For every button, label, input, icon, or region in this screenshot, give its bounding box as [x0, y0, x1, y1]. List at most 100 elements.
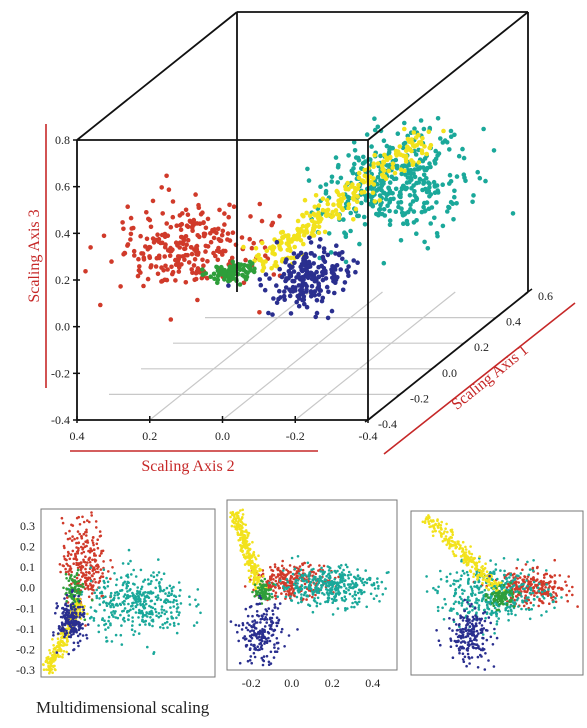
data-point: [347, 570, 351, 574]
data-point: [170, 587, 173, 590]
data-point: [271, 569, 275, 573]
data-point: [203, 225, 209, 231]
data-point: [188, 219, 193, 224]
data-point: [472, 627, 476, 631]
data-point: [398, 194, 403, 200]
data-point: [84, 573, 88, 577]
data-point: [91, 539, 94, 542]
data-point: [481, 572, 485, 576]
data-point: [270, 620, 273, 623]
data-point: [287, 586, 290, 589]
data-point: [541, 601, 545, 605]
data-point: [355, 601, 359, 605]
data-point: [460, 554, 463, 558]
data-point: [300, 587, 303, 590]
data-point: [256, 645, 260, 648]
data-point: [429, 519, 433, 522]
data-point: [463, 609, 467, 612]
data-point: [131, 620, 134, 623]
data-point: [270, 312, 275, 317]
data-point: [67, 611, 71, 615]
data-point: [67, 573, 71, 576]
data-point: [248, 542, 251, 546]
data-point: [152, 652, 155, 655]
data-point: [251, 590, 254, 594]
data-point: [401, 221, 406, 226]
data-point: [279, 274, 285, 280]
data-point: [106, 580, 110, 584]
data-point: [402, 168, 407, 173]
data-point: [553, 574, 557, 577]
data-point: [214, 230, 219, 236]
data-point: [491, 643, 495, 646]
data-point: [448, 609, 452, 612]
data-point: [490, 602, 494, 605]
data-point: [499, 569, 502, 572]
data-point: [537, 604, 540, 608]
data-point: [77, 594, 80, 598]
data-point: [62, 555, 66, 558]
data-point: [218, 272, 224, 277]
data-point: [245, 552, 248, 555]
data-point: [349, 184, 354, 189]
data-point: [251, 269, 257, 275]
data-point: [241, 508, 244, 512]
data-point: [434, 522, 437, 526]
data-point: [330, 571, 334, 574]
data-point: [549, 574, 552, 578]
data-point: [87, 595, 91, 599]
data-point: [396, 200, 401, 205]
axis3-tick-label: 0.4: [55, 226, 70, 240]
data-point: [504, 595, 507, 598]
panel-y-tick-label: -0.1: [16, 601, 35, 615]
data-point: [284, 595, 288, 599]
data-point: [343, 573, 347, 577]
data-point: [389, 174, 395, 180]
data-point: [281, 559, 285, 563]
data-point: [330, 579, 334, 583]
data-point: [361, 577, 365, 581]
data-point: [411, 183, 416, 188]
data-point: [493, 594, 497, 598]
data-point: [502, 602, 505, 606]
data-point: [316, 264, 321, 270]
data-point: [197, 234, 202, 240]
data-point: [201, 231, 207, 237]
data-point: [76, 608, 80, 611]
scatter-3d-plot: -0.4-0.20.00.20.40.60.80.4 0.2 0.0 -0.2 -0.4…: [26, 11, 576, 475]
data-point: [521, 587, 525, 590]
data-point: [258, 588, 262, 591]
data-point: [233, 521, 237, 525]
data-point: [148, 592, 151, 595]
data-point: [319, 570, 322, 573]
data-point: [292, 577, 295, 581]
data-point: [58, 563, 62, 566]
data-point: [231, 204, 237, 209]
data-point: [197, 603, 200, 606]
data-point: [393, 176, 399, 181]
data-point: [107, 570, 110, 573]
data-point: [297, 572, 301, 575]
data-point: [237, 639, 240, 643]
data-point: [137, 597, 140, 601]
data-point: [71, 535, 74, 538]
data-point: [474, 568, 478, 571]
box-edge: [367, 11, 529, 141]
data-point: [295, 228, 301, 233]
data-point: [470, 552, 474, 556]
data-point: [253, 619, 256, 622]
data-point: [422, 209, 428, 214]
data-point: [390, 165, 396, 170]
data-point: [326, 588, 330, 592]
data-point: [455, 611, 459, 615]
data-point: [235, 512, 238, 516]
data-point: [477, 588, 481, 591]
data-point: [68, 584, 72, 587]
data-point: [251, 240, 256, 246]
data-point: [70, 608, 74, 611]
data-point: [289, 577, 292, 580]
data-point: [454, 579, 458, 583]
data-point: [222, 270, 228, 275]
data-point: [333, 578, 337, 581]
data-point: [532, 576, 535, 579]
